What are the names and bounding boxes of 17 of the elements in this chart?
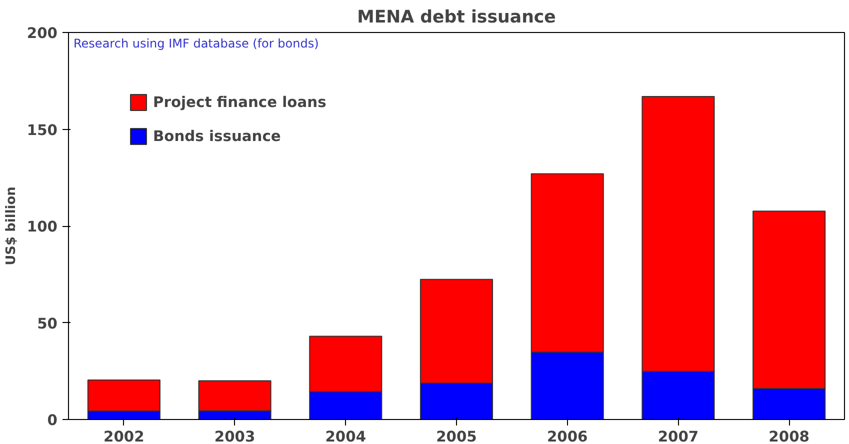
x-tick-label: 2005	[436, 428, 477, 444]
x-tick-label: 2008	[768, 428, 810, 444]
y-tick-label: 100	[26, 218, 58, 236]
x-tick-label: 2006	[546, 428, 588, 444]
x-tick-label: 2003	[214, 428, 256, 444]
y-tick-label: 50	[37, 315, 58, 332]
y-tick-label: 200	[26, 25, 58, 42]
y-tick-label: 0	[47, 412, 58, 429]
chart-title: MENA debt issuance	[357, 8, 556, 28]
legend-label: Bonds issuance	[153, 128, 281, 144]
y-tick-label: 150	[26, 122, 58, 139]
y-axis-title: US$ billion	[4, 186, 19, 266]
legend-label: Project finance loans	[153, 94, 326, 110]
x-tick-label: 2002	[104, 428, 144, 444]
x-tick-label: 2004	[325, 428, 366, 444]
annotation: Research using IMF database (for bonds)	[74, 36, 319, 50]
x-tick-label: 2007	[658, 428, 699, 444]
